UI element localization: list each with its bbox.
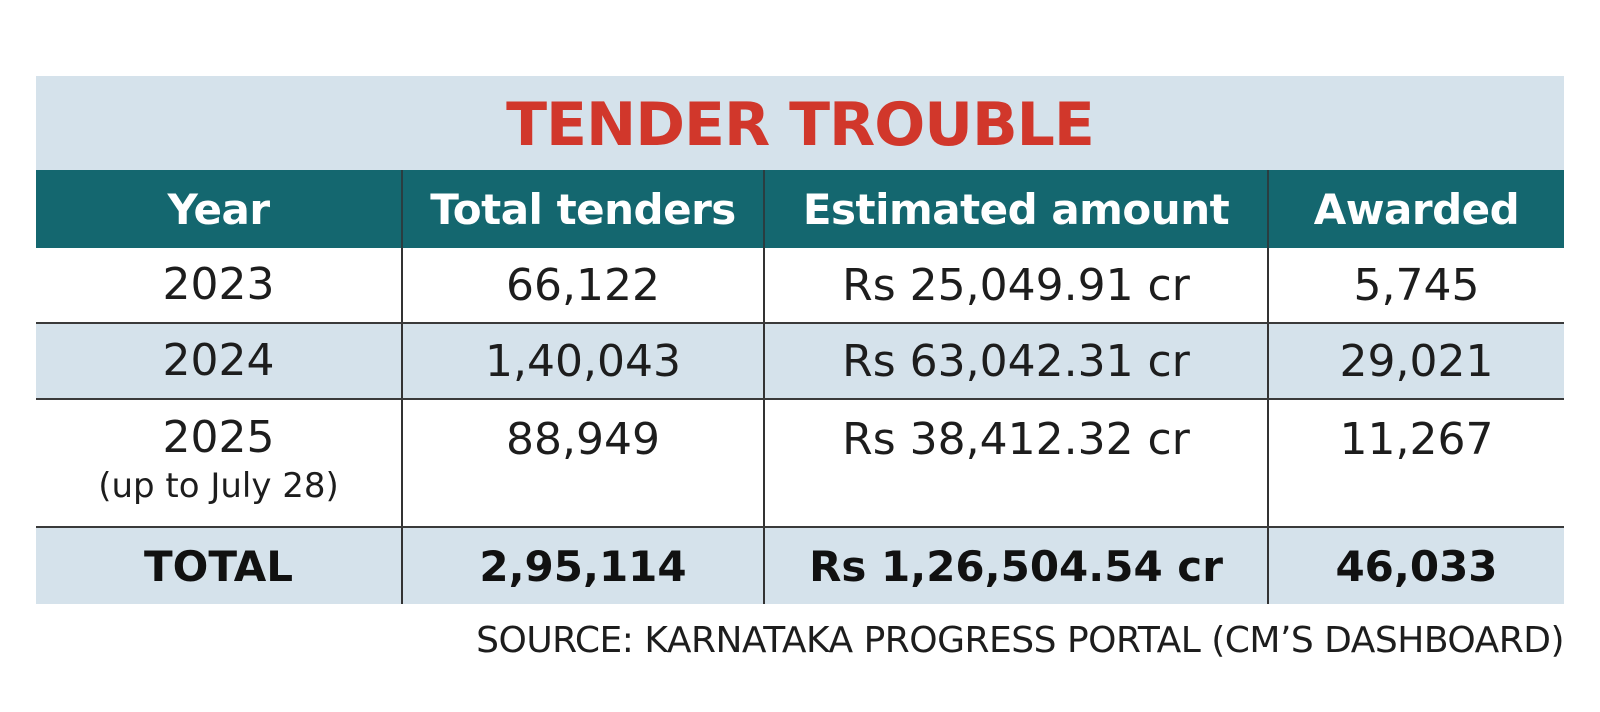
total-tenders-sum: 2,95,114: [401, 527, 764, 604]
tender-table: Year Total tenders Estimated amount Awar…: [36, 170, 1564, 604]
title-band: TENDER TROUBLE: [36, 76, 1564, 170]
total-row: TOTAL 2,95,114 Rs 1,26,504.54 cr 46,033: [36, 527, 1564, 604]
total-label: TOTAL: [36, 527, 402, 604]
cell-awarded: 29,021: [1267, 323, 1564, 400]
year-note: (up to July 28): [98, 466, 339, 507]
total-awarded: 46,033: [1267, 527, 1564, 604]
chart-title: TENDER TROUBLE: [506, 90, 1095, 160]
header-awarded: Awarded: [1267, 170, 1564, 248]
cell-total-tenders: 66,122: [401, 248, 764, 324]
cell-year: 2023: [36, 248, 402, 324]
tender-trouble-infographic: TENDER TROUBLE Year Total tenders Estima…: [36, 76, 1564, 604]
year-value: 2023: [162, 258, 275, 310]
cell-estimated-amount: Rs 63,042.31 cr: [763, 323, 1268, 400]
cell-estimated-amount: Rs 38,412.32 cr: [763, 399, 1268, 528]
cell-estimated-amount: Rs 25,049.91 cr: [763, 248, 1268, 324]
cell-year: 2025 (up to July 28): [36, 399, 402, 528]
header-year: Year: [36, 170, 402, 248]
table-row: 2023 66,122 Rs 25,049.91 cr 5,745: [36, 248, 1564, 324]
source-note: SOURCE: KARNATAKA PROGRESS PORTAL (CM’S …: [476, 620, 1564, 661]
table-row: 2025 (up to July 28) 88,949 Rs 38,412.32…: [36, 399, 1564, 528]
total-estimated-amount: Rs 1,26,504.54 cr: [763, 527, 1268, 604]
cell-total-tenders: 88,949: [401, 399, 764, 528]
header-estimated-amount: Estimated amount: [763, 170, 1268, 248]
cell-year: 2024: [36, 323, 402, 400]
year-value: 2024: [162, 334, 275, 386]
cell-awarded: 11,267: [1267, 399, 1564, 528]
year-value: 2025: [162, 412, 275, 463]
cell-total-tenders: 1,40,043: [401, 323, 764, 400]
cell-awarded: 5,745: [1267, 248, 1564, 324]
header-total-tenders: Total tenders: [401, 170, 764, 248]
header-row: Year Total tenders Estimated amount Awar…: [36, 170, 1564, 248]
table-row: 2024 1,40,043 Rs 63,042.31 cr 29,021: [36, 323, 1564, 400]
